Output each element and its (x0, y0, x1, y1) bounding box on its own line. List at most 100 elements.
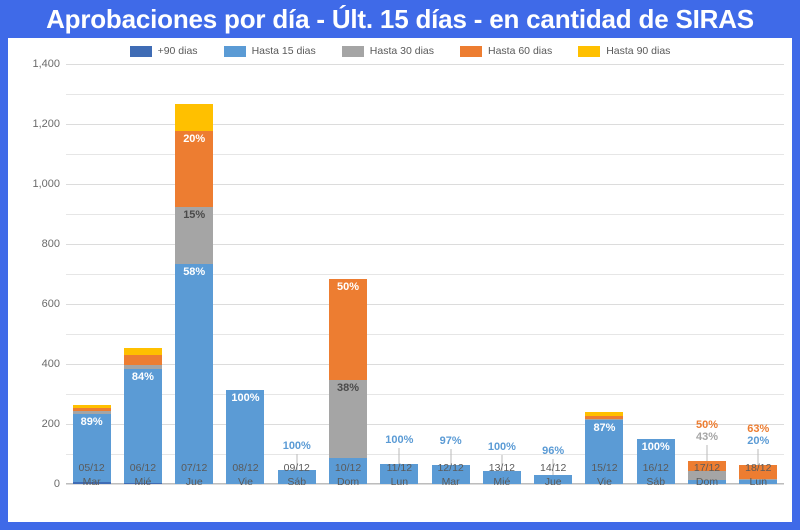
bar-stack[interactable]: 100% (482, 441, 521, 484)
bar-segment[interactable] (482, 470, 521, 484)
y-tick-label: 0 (53, 478, 60, 490)
bar-stack[interactable]: 100% (277, 440, 316, 484)
x-tick-date: 15/12 (591, 462, 618, 474)
x-tick-day: Mar (82, 476, 101, 488)
bar-slot: 100% (476, 64, 527, 484)
bar-segment[interactable] (739, 479, 778, 484)
bar-segment[interactable] (72, 405, 111, 408)
gridline-minor (66, 274, 784, 275)
bar-segment[interactable]: 38% (329, 380, 368, 458)
bar-segment[interactable]: 15% (175, 206, 214, 264)
gridline-major (66, 424, 784, 425)
bar-stack[interactable]: 38% 50% (329, 278, 368, 484)
bar-segment[interactable] (688, 460, 727, 472)
legend-item-hasta60[interactable]: Hasta 60 dias (460, 45, 552, 57)
legend-item-mas90[interactable]: +90 dias (129, 45, 198, 57)
bar-callout-label: 96% (542, 445, 565, 457)
legend-item-hasta30[interactable]: Hasta 30 dias (341, 45, 434, 57)
bar-segment[interactable] (72, 411, 111, 414)
bar-slot: 63% 20% (733, 64, 784, 484)
bar-segment[interactable] (688, 471, 727, 481)
x-tick: 09/12 Sáb (271, 462, 322, 496)
bar-segment[interactable] (534, 475, 573, 484)
gridline-major (66, 184, 784, 185)
bar-data-label: 58% (183, 265, 206, 278)
bar-callout-label: 63% (747, 423, 770, 436)
bar-segment[interactable] (123, 482, 162, 484)
bar-callout-label: 43% (696, 430, 719, 443)
bar-data-label: 100% (641, 441, 670, 453)
bar-segment[interactable] (123, 355, 162, 366)
x-tick: 15/12 Vie (579, 462, 630, 496)
bar-segment[interactable] (123, 365, 162, 370)
legend-swatch-hasta60 (460, 45, 482, 57)
page-title: Aprobaciones por día - Últ. 15 días - en… (46, 3, 754, 34)
gridline-major (66, 124, 784, 125)
bar-segment[interactable] (585, 412, 624, 417)
bar-callout-label: 100% (385, 433, 414, 446)
bar-segment[interactable] (277, 469, 316, 484)
x-tick-day: Jue (544, 476, 562, 488)
bar-segment[interactable] (585, 418, 624, 421)
gridline-minor (66, 454, 784, 455)
bar-stack[interactable]: 50% 43% (688, 419, 727, 484)
legend-label-hasta90: Hasta 90 dias (606, 45, 671, 57)
bar-segment[interactable] (72, 407, 111, 412)
bar-segment[interactable] (585, 416, 624, 419)
x-tick-date: 18/12 (745, 462, 772, 474)
bar-segment[interactable] (739, 478, 778, 480)
x-tick: 18/12 Lun (733, 462, 784, 496)
bar-callout-label: 50% (696, 418, 719, 431)
gridline-major (66, 244, 784, 245)
gridline-major (66, 364, 784, 365)
bar-stack[interactable]: 97% (431, 436, 470, 484)
x-tick-date: 14/12 (540, 462, 567, 474)
bar-segment[interactable] (380, 463, 419, 484)
x-axis: 05/12 Mar 06/12 Mié 07/12 Jue 08/12 Vie 09/12 Sáb… (66, 462, 784, 496)
label-leader-line (398, 447, 400, 464)
x-tick-date: 05/12 (78, 462, 105, 474)
bar-segment[interactable] (329, 457, 368, 484)
y-tick-label: 1,400 (32, 58, 60, 70)
label-leader-line (706, 444, 708, 461)
bar-slot: 87% (579, 64, 630, 484)
bar-segment[interactable]: 50% (329, 278, 368, 381)
bar-slot: 89% (66, 64, 117, 484)
bar-segment[interactable] (175, 104, 214, 131)
bar-segment[interactable]: 20% (175, 130, 214, 207)
x-tick-date: 06/12 (129, 462, 157, 474)
gridline-major (66, 64, 784, 65)
x-tick-date: 13/12 (488, 462, 516, 474)
x-tick: 12/12 Mar (425, 462, 476, 496)
bar-segment[interactable] (72, 482, 111, 484)
bar-callout-label: 100% (282, 439, 311, 452)
legend-item-hasta15[interactable]: Hasta 15 dias (223, 45, 316, 57)
gridline-major (66, 304, 784, 305)
x-tick-date: 08/12 (232, 462, 259, 474)
x-tick-day: Vie (237, 476, 253, 488)
x-tick-day: Mié (134, 476, 152, 488)
label-leader-line (296, 453, 298, 470)
x-tick-day: Sáb (646, 476, 666, 488)
bar-segment[interactable] (739, 465, 778, 479)
x-tick-date: 09/12 (283, 462, 310, 474)
bar-stack[interactable]: 100% (380, 434, 419, 484)
gridline-major (66, 484, 784, 485)
bar-stack[interactable]: 96% (534, 446, 573, 484)
legend-item-hasta90[interactable]: Hasta 90 dias (578, 45, 670, 57)
bar-segment[interactable] (688, 480, 727, 484)
bar-stack[interactable]: 63% 20% (739, 424, 778, 484)
gridline-minor (66, 94, 784, 95)
gridline-minor (66, 334, 784, 335)
x-tick-day: Jue (185, 476, 203, 488)
grid-lines (66, 64, 784, 485)
gridline-minor (66, 154, 784, 155)
x-tick: 07/12 Jue (169, 462, 220, 496)
bar-stack[interactable]: 58% 15% 20% (175, 104, 214, 484)
bar-segment[interactable] (431, 465, 470, 484)
gridline-minor (66, 394, 784, 395)
bar-segment[interactable]: 58% (175, 263, 214, 484)
bar-segment[interactable] (123, 348, 162, 356)
x-tick-day: Lun (749, 476, 768, 488)
